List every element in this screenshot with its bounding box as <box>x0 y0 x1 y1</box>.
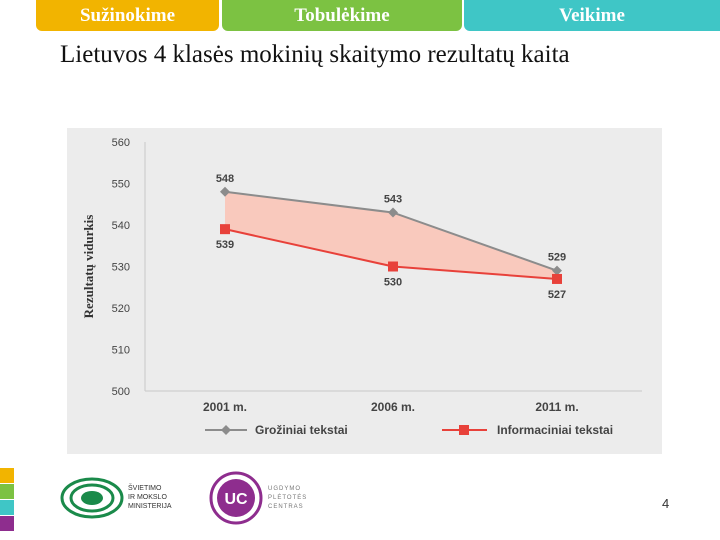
fill-between-area <box>225 191 557 279</box>
y-tick-label: 500 <box>112 386 130 398</box>
legend-marker-1 <box>221 425 231 435</box>
page-number: 4 <box>662 496 670 511</box>
x-tick-label: 2001 m. <box>203 400 247 414</box>
data-label: 527 <box>548 289 566 301</box>
y-axis-label: Rezultatų vidurkis <box>81 215 96 319</box>
data-label: 543 <box>384 194 402 206</box>
slide-title: Lietuvos 4 klasės mokinių skaitymo rezul… <box>60 41 570 68</box>
y-tick-label: 540 <box>112 220 130 232</box>
svg-text:PLĖTOTĖS: PLĖTOTĖS <box>268 494 307 501</box>
data-label: 530 <box>384 277 402 289</box>
data-label: 539 <box>216 239 234 251</box>
data-label: 548 <box>216 173 234 185</box>
legend-label-2: Informaciniai tekstai <box>497 423 613 437</box>
data-point <box>388 261 398 272</box>
svg-text:UC: UC <box>224 491 248 508</box>
data-point <box>220 186 230 197</box>
y-tick-label: 530 <box>112 262 130 274</box>
svg-text:IR MOKSLO: IR MOKSLO <box>128 494 167 501</box>
x-tick-label: 2006 m. <box>371 400 415 414</box>
side-color-bars <box>0 468 14 532</box>
svg-text:CENTRAS: CENTRAS <box>268 504 304 510</box>
line-chart: 500 510 520 530 540 550 560 2001 m. 2006 m. 2011 … <box>81 137 642 437</box>
legend-marker-2 <box>459 425 469 435</box>
tab-veikime[interactable]: Veikime <box>464 0 720 31</box>
tab-suzinokime[interactable]: Sužinokime <box>36 0 219 31</box>
tab-tobulekime[interactable]: Tobulėkime <box>222 0 462 31</box>
y-tick-label: 560 <box>112 137 130 149</box>
svg-text:UGDYMO: UGDYMO <box>268 486 301 492</box>
chart-panel: 500 510 520 530 540 550 560 2001 m. 2006 m. 2011 … <box>67 128 662 454</box>
svg-text:ŠVIETIMO: ŠVIETIMO <box>128 483 162 492</box>
y-tick-label: 510 <box>112 345 130 357</box>
svg-text:MINISTERIJA: MINISTERIJA <box>128 503 172 510</box>
data-label: 529 <box>548 252 566 264</box>
x-tick-label: 2011 m. <box>535 400 578 414</box>
data-point <box>220 224 230 235</box>
data-point <box>552 273 562 284</box>
ministry-logo: ŠVIETIMO IR MOKSLO MINISTERIJA <box>60 474 188 522</box>
y-tick-label: 550 <box>112 179 130 191</box>
y-tick-label: 520 <box>112 303 130 315</box>
data-point <box>552 265 562 276</box>
upc-logo: UC UGDYMO PLĖTOTĖS CENTRAS <box>208 470 328 526</box>
legend-label-1: Grožiniai tekstai <box>255 423 348 437</box>
data-point <box>388 207 398 218</box>
